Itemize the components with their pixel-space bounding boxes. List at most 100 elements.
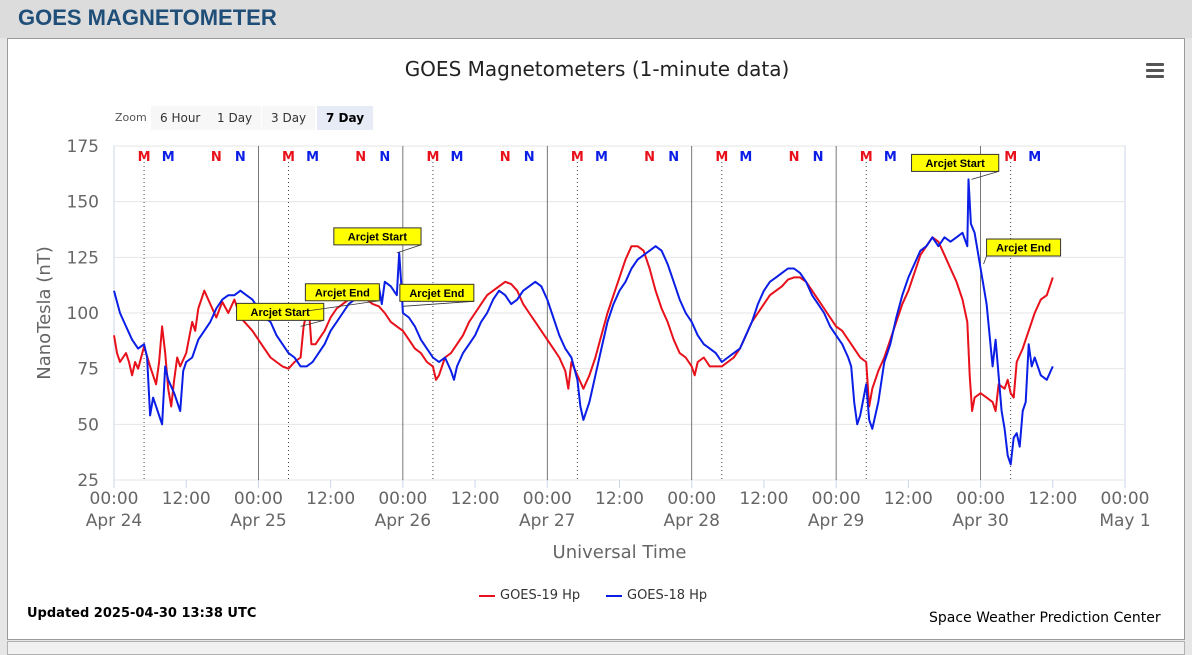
credit-text: Space Weather Prediction Center	[929, 610, 1161, 626]
zoom-1-day-button[interactable]: 1 Day	[208, 106, 262, 130]
x-tick-date-label: Apr 30	[952, 511, 1008, 531]
legend-goes18-label: GOES-18 Hp	[627, 588, 708, 603]
legend-swatch-goes18	[606, 594, 622, 597]
top-marker-n: N	[355, 150, 366, 165]
x-tick-label: 12:00	[306, 489, 355, 509]
x-tick-date-label: Apr 24	[86, 511, 142, 531]
y-axis-title: NanoTesla (nT)	[34, 246, 55, 380]
top-marker-n: N	[668, 150, 679, 165]
top-marker-n: N	[500, 150, 511, 165]
annotation-box	[399, 283, 475, 302]
x-tick-label: 00:00	[234, 489, 283, 509]
top-marker-n: N	[789, 150, 800, 165]
top-marker-n: N	[235, 150, 246, 165]
top-marker-m: M	[162, 150, 175, 165]
x-tick-label: 12:00	[884, 489, 933, 509]
zoom-3-day-button[interactable]: 3 Day	[262, 106, 316, 130]
top-marker-m: M	[571, 150, 584, 165]
chart-title: GOES Magnetometers (1-minute data)	[404, 57, 790, 81]
annotation-connector	[308, 300, 380, 312]
annotation-box	[333, 227, 422, 246]
annotation-text: Arcjet End	[315, 287, 370, 299]
annotation-connector	[300, 319, 324, 327]
legend-goes19-label: GOES-19 Hp	[500, 588, 581, 603]
legend-swatch-goes19	[479, 594, 495, 597]
x-tick-date-label: May 1	[1099, 511, 1150, 531]
x-tick-label: 00:00	[523, 489, 572, 509]
top-marker-n: N	[211, 150, 222, 165]
top-marker-m: M	[282, 150, 295, 165]
top-marker-m: M	[1004, 150, 1017, 165]
top-marker-m: M	[715, 150, 728, 165]
y-tick-label: 175	[67, 137, 99, 157]
x-tick-label: 12:00	[595, 489, 644, 509]
x-tick-date-label: Apr 26	[375, 511, 431, 531]
top-marker-m: M	[451, 150, 464, 165]
app-title: GOES MAGNETOMETER	[18, 5, 277, 30]
x-tick-label: 00:00	[1101, 489, 1150, 509]
top-marker-m: M	[739, 150, 752, 165]
y-tick-label: 125	[67, 248, 99, 268]
hamburger-menu-icon[interactable]	[1146, 63, 1164, 79]
annotation-text: Arcjet Start	[348, 231, 408, 243]
legend-goes18[interactable]: GOES-18 Hp	[606, 588, 707, 603]
x-tick-date-label: Apr 28	[663, 511, 719, 531]
chart-panel: GOES Magnetometers (1-minute data) Zoom …	[7, 38, 1185, 640]
x-tick-label: 00:00	[378, 489, 427, 509]
annotation-label: Arcjet End	[304, 283, 380, 302]
annotation-box	[986, 238, 1062, 257]
annotation-connector	[971, 171, 999, 180]
y-tick-label: 100	[67, 304, 99, 324]
top-marker-n: N	[644, 150, 655, 165]
y-tick-label: 50	[77, 415, 99, 435]
x-tick-date-label: Apr 27	[519, 511, 575, 531]
x-tick-label: 00:00	[812, 489, 861, 509]
top-marker-m: M	[138, 150, 151, 165]
top-marker-m: M	[306, 150, 319, 165]
top-marker-m: M	[860, 150, 873, 165]
top-marker-n: N	[813, 150, 824, 165]
annotation-connector	[396, 244, 422, 254]
legend-goes19[interactable]: GOES-19 Hp	[479, 588, 580, 603]
x-tick-date-label: Apr 29	[808, 511, 864, 531]
top-marker-m: M	[884, 150, 897, 165]
y-tick-label: 75	[77, 360, 99, 380]
bottom-strip	[7, 641, 1185, 655]
x-tick-label: 12:00	[739, 489, 788, 509]
top-marker-m: M	[426, 150, 439, 165]
app-header: GOES MAGNETOMETER	[0, 0, 1192, 38]
annotation-text: Arcjet Start	[925, 158, 985, 170]
annotation-label: Arcjet Start	[911, 153, 1000, 172]
annotation-label: Arcjet Start	[236, 302, 325, 321]
x-tick-label: 00:00	[956, 489, 1005, 509]
annotation-text: Arcjet End	[996, 243, 1051, 255]
annotation-box	[304, 283, 380, 302]
x-axis-title: Universal Time	[553, 542, 687, 563]
y-tick-label: 150	[67, 193, 99, 213]
updated-timestamp: Updated 2025-04-30 13:38 UTC	[27, 606, 257, 621]
zoom-6-hour-button[interactable]: 6 Hour	[151, 106, 210, 130]
annotation-connector	[983, 255, 987, 265]
x-tick-label: 12:00	[451, 489, 500, 509]
annotation-connector	[402, 300, 474, 307]
x-tick-label: 00:00	[667, 489, 716, 509]
y-tick-label: 25	[77, 471, 99, 491]
annotation-box	[236, 302, 325, 321]
annotation-label: Arcjet End	[399, 283, 475, 302]
annotation-text: Arcjet End	[409, 288, 464, 300]
top-marker-n: N	[379, 150, 390, 165]
annotation-label: Arcjet Start	[333, 227, 422, 246]
annotation-text: Arcjet Start	[251, 307, 311, 319]
x-tick-label: 12:00	[1028, 489, 1077, 509]
top-marker-n: N	[524, 150, 535, 165]
x-tick-label: 00:00	[90, 489, 139, 509]
zoom-label: Zoom	[115, 111, 147, 124]
zoom-7-day-button[interactable]: 7 Day	[317, 106, 374, 130]
annotation-box	[911, 153, 1000, 172]
top-marker-m: M	[1028, 150, 1041, 165]
annotation-label: Arcjet End	[986, 238, 1062, 257]
x-tick-date-label: Apr 25	[230, 511, 286, 531]
top-marker-m: M	[595, 150, 608, 165]
x-tick-label: 12:00	[162, 489, 211, 509]
